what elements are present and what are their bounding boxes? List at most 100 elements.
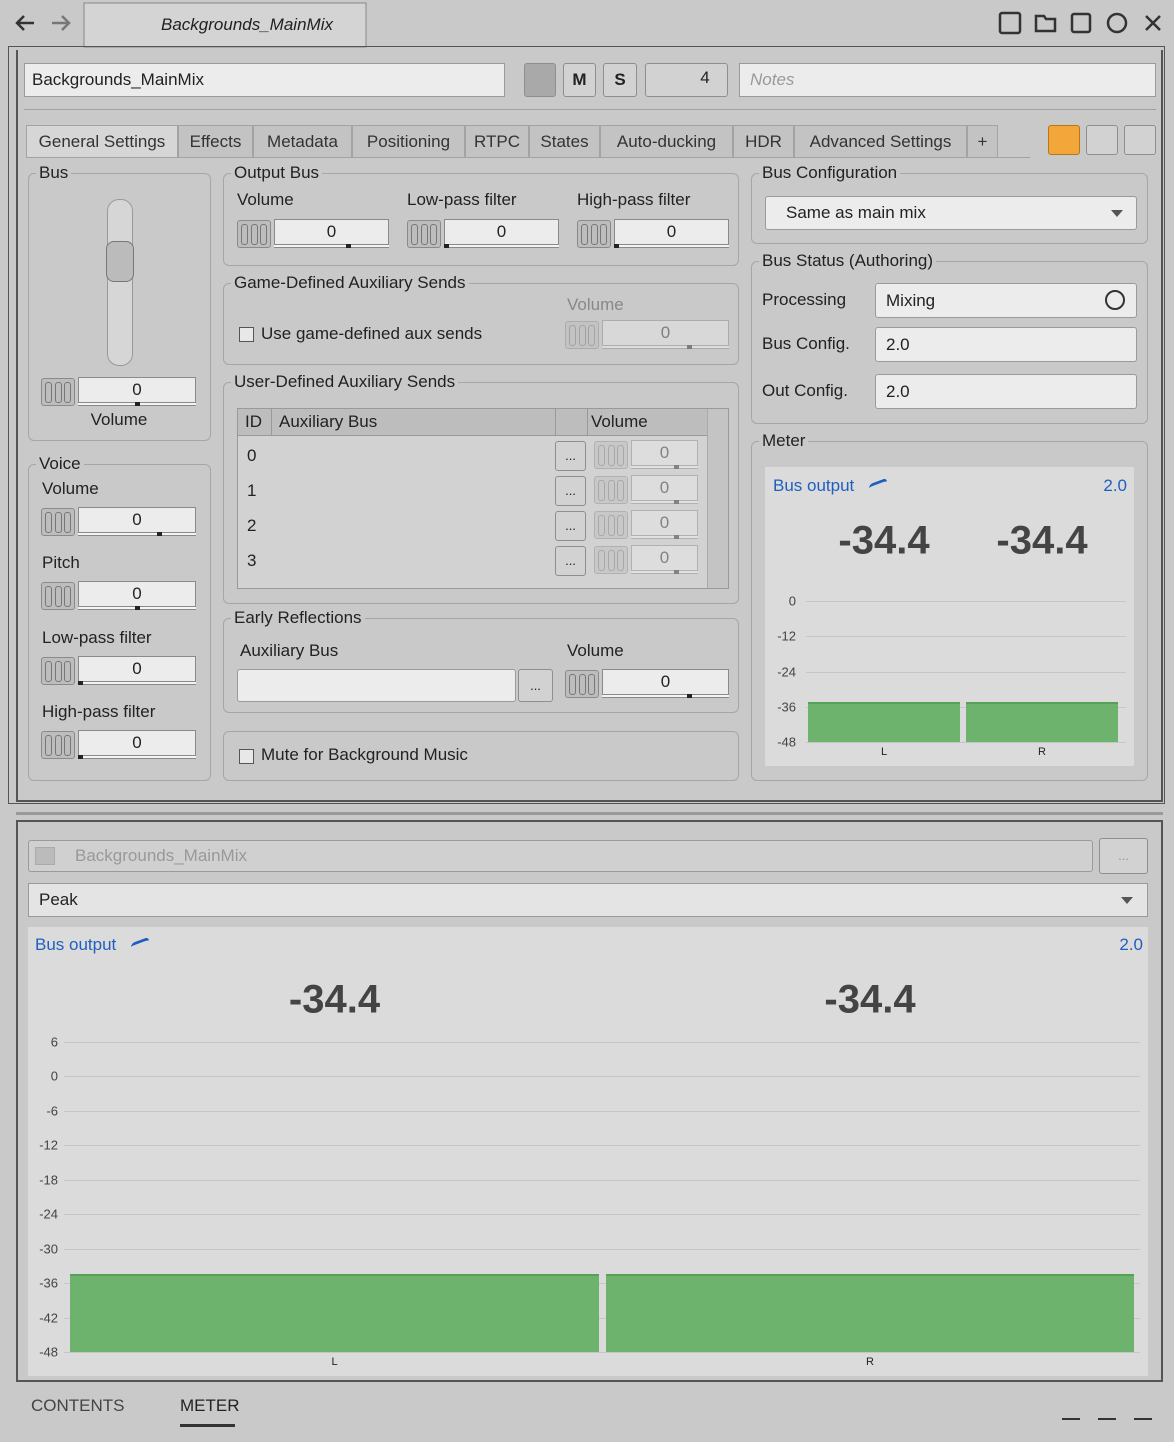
back-arrow[interactable] <box>15 15 34 31</box>
dock-icon[interactable] <box>1062 1398 1080 1420</box>
aux-bus-field[interactable] <box>237 669 516 702</box>
bottom-tab[interactable]: METER <box>180 1396 240 1415</box>
tab[interactable]: Effects <box>178 125 253 158</box>
slider-icon-bar <box>617 550 624 571</box>
slider-value[interactable]: 0 <box>78 377 196 403</box>
slider-track <box>78 756 196 759</box>
slider-value[interactable]: 0 <box>602 669 729 695</box>
slider-icon-bar <box>569 674 576 695</box>
browse-button[interactable]: ... <box>555 546 586 576</box>
layout-button[interactable] <box>1124 125 1156 155</box>
group-title: Bus <box>36 163 72 183</box>
mode-dropdown[interactable]: Peak <box>28 883 1148 917</box>
status-field[interactable]: 2.0 <box>875 327 1137 362</box>
palette-button[interactable] <box>524 63 556 97</box>
field-label: Pitch <box>42 553 80 572</box>
slider-value: 0 <box>631 440 698 466</box>
y-tick-label: -48 <box>39 1344 58 1360</box>
slider-value: 0 <box>602 320 729 346</box>
document-tab[interactable] <box>83 2 367 48</box>
slider-value[interactable]: 0 <box>78 730 196 756</box>
group-title: Early Reflections <box>231 608 365 628</box>
grid-line <box>64 1076 1140 1077</box>
aux-table-header <box>238 409 707 436</box>
field-label: High-pass filter <box>577 190 691 209</box>
browse-button[interactable]: ... <box>555 441 586 471</box>
help-icon[interactable] <box>1106 12 1128 34</box>
save-icon[interactable] <box>1070 12 1092 34</box>
channel-label: L <box>880 746 888 758</box>
tab[interactable]: + <box>967 125 998 158</box>
slider-icon <box>41 582 75 610</box>
slider-icon <box>594 546 628 574</box>
open-icon[interactable] <box>1034 14 1057 33</box>
peak-value: -34.4 <box>288 977 381 1022</box>
close-icon[interactable] <box>1145 15 1161 31</box>
dock-icon[interactable] <box>1134 1398 1152 1420</box>
tab[interactable]: Metadata <box>253 125 352 158</box>
status-field[interactable]: Mixing <box>875 283 1137 318</box>
notes-field[interactable]: Notes <box>739 63 1156 97</box>
slider-field: 0 <box>41 377 196 407</box>
solo-button[interactable]: S <box>603 63 637 97</box>
pin-icon[interactable] <box>998 11 1022 35</box>
slider-track <box>631 571 698 574</box>
y-tick-label: 6 <box>50 1034 58 1050</box>
tab[interactable]: States <box>529 125 600 158</box>
mute-button[interactable]: M <box>563 63 596 97</box>
tab[interactable]: Auto-ducking <box>600 125 733 158</box>
layout-button[interactable] <box>1086 125 1118 155</box>
field-label: Low-pass filter <box>407 190 517 209</box>
browse-button[interactable]: ... <box>518 669 553 702</box>
slider-value[interactable]: 0 <box>78 581 196 607</box>
browse-button[interactable]: ... <box>555 511 586 541</box>
y-tick-label: -12 <box>777 628 796 644</box>
dock-icon[interactable] <box>1098 1398 1116 1420</box>
slider-value[interactable]: 0 <box>78 656 196 682</box>
browse-button[interactable]: ... <box>555 476 586 506</box>
y-tick-label: -36 <box>777 699 796 715</box>
y-tick-label: -18 <box>39 1172 58 1188</box>
slider-value[interactable]: 0 <box>444 219 559 245</box>
slider-value[interactable]: 0 <box>78 507 196 533</box>
share-count: 4 <box>700 68 710 87</box>
column-header: Auxiliary Bus <box>279 412 378 431</box>
slider-icon <box>41 508 75 536</box>
bottom-tab[interactable]: CONTENTS <box>31 1396 125 1415</box>
y-tick-label: -42 <box>39 1310 58 1326</box>
volume-fader-knob[interactable] <box>106 241 134 282</box>
column-divider <box>587 409 588 436</box>
tab[interactable]: RTPC <box>465 125 529 158</box>
slider-icon-bar <box>64 382 71 403</box>
toolbar-separator <box>24 109 1156 110</box>
tab[interactable]: HDR <box>733 125 794 158</box>
checkbox[interactable] <box>239 327 254 342</box>
group-box <box>223 173 739 266</box>
bus-config-dropdown[interactable]: Same as main mix <box>765 196 1137 230</box>
checkbox[interactable] <box>239 749 254 764</box>
slider-field: 0 <box>237 219 389 249</box>
slider-icon <box>407 220 441 248</box>
object-name[interactable]: Backgrounds_MainMix <box>24 63 505 97</box>
layout-button[interactable] <box>1048 125 1080 155</box>
group-box <box>223 618 739 713</box>
slider-icon-bar <box>64 735 71 756</box>
status-field[interactable]: 2.0 <box>875 374 1137 409</box>
tab[interactable]: Advanced Settings <box>794 125 967 158</box>
tab[interactable]: Positioning <box>352 125 465 158</box>
slider-value[interactable]: 0 <box>614 219 729 245</box>
slider-icon-bar <box>241 224 248 245</box>
browse-button[interactable]: ... <box>1099 838 1148 874</box>
object-field[interactable]: Backgrounds_MainMix <box>28 840 1093 872</box>
slider-field: 0 <box>41 656 196 686</box>
slider-icon-bar <box>55 661 62 682</box>
slider-thumb <box>444 244 449 248</box>
slider-icon-bar <box>45 661 52 682</box>
share-button[interactable] <box>645 63 728 97</box>
tab[interactable]: General Settings <box>26 125 178 158</box>
forward-arrow[interactable] <box>52 15 71 31</box>
scrollbar[interactable] <box>707 409 728 588</box>
group-title: User-Defined Auxiliary Sends <box>231 372 459 392</box>
slider-value[interactable]: 0 <box>274 219 389 245</box>
